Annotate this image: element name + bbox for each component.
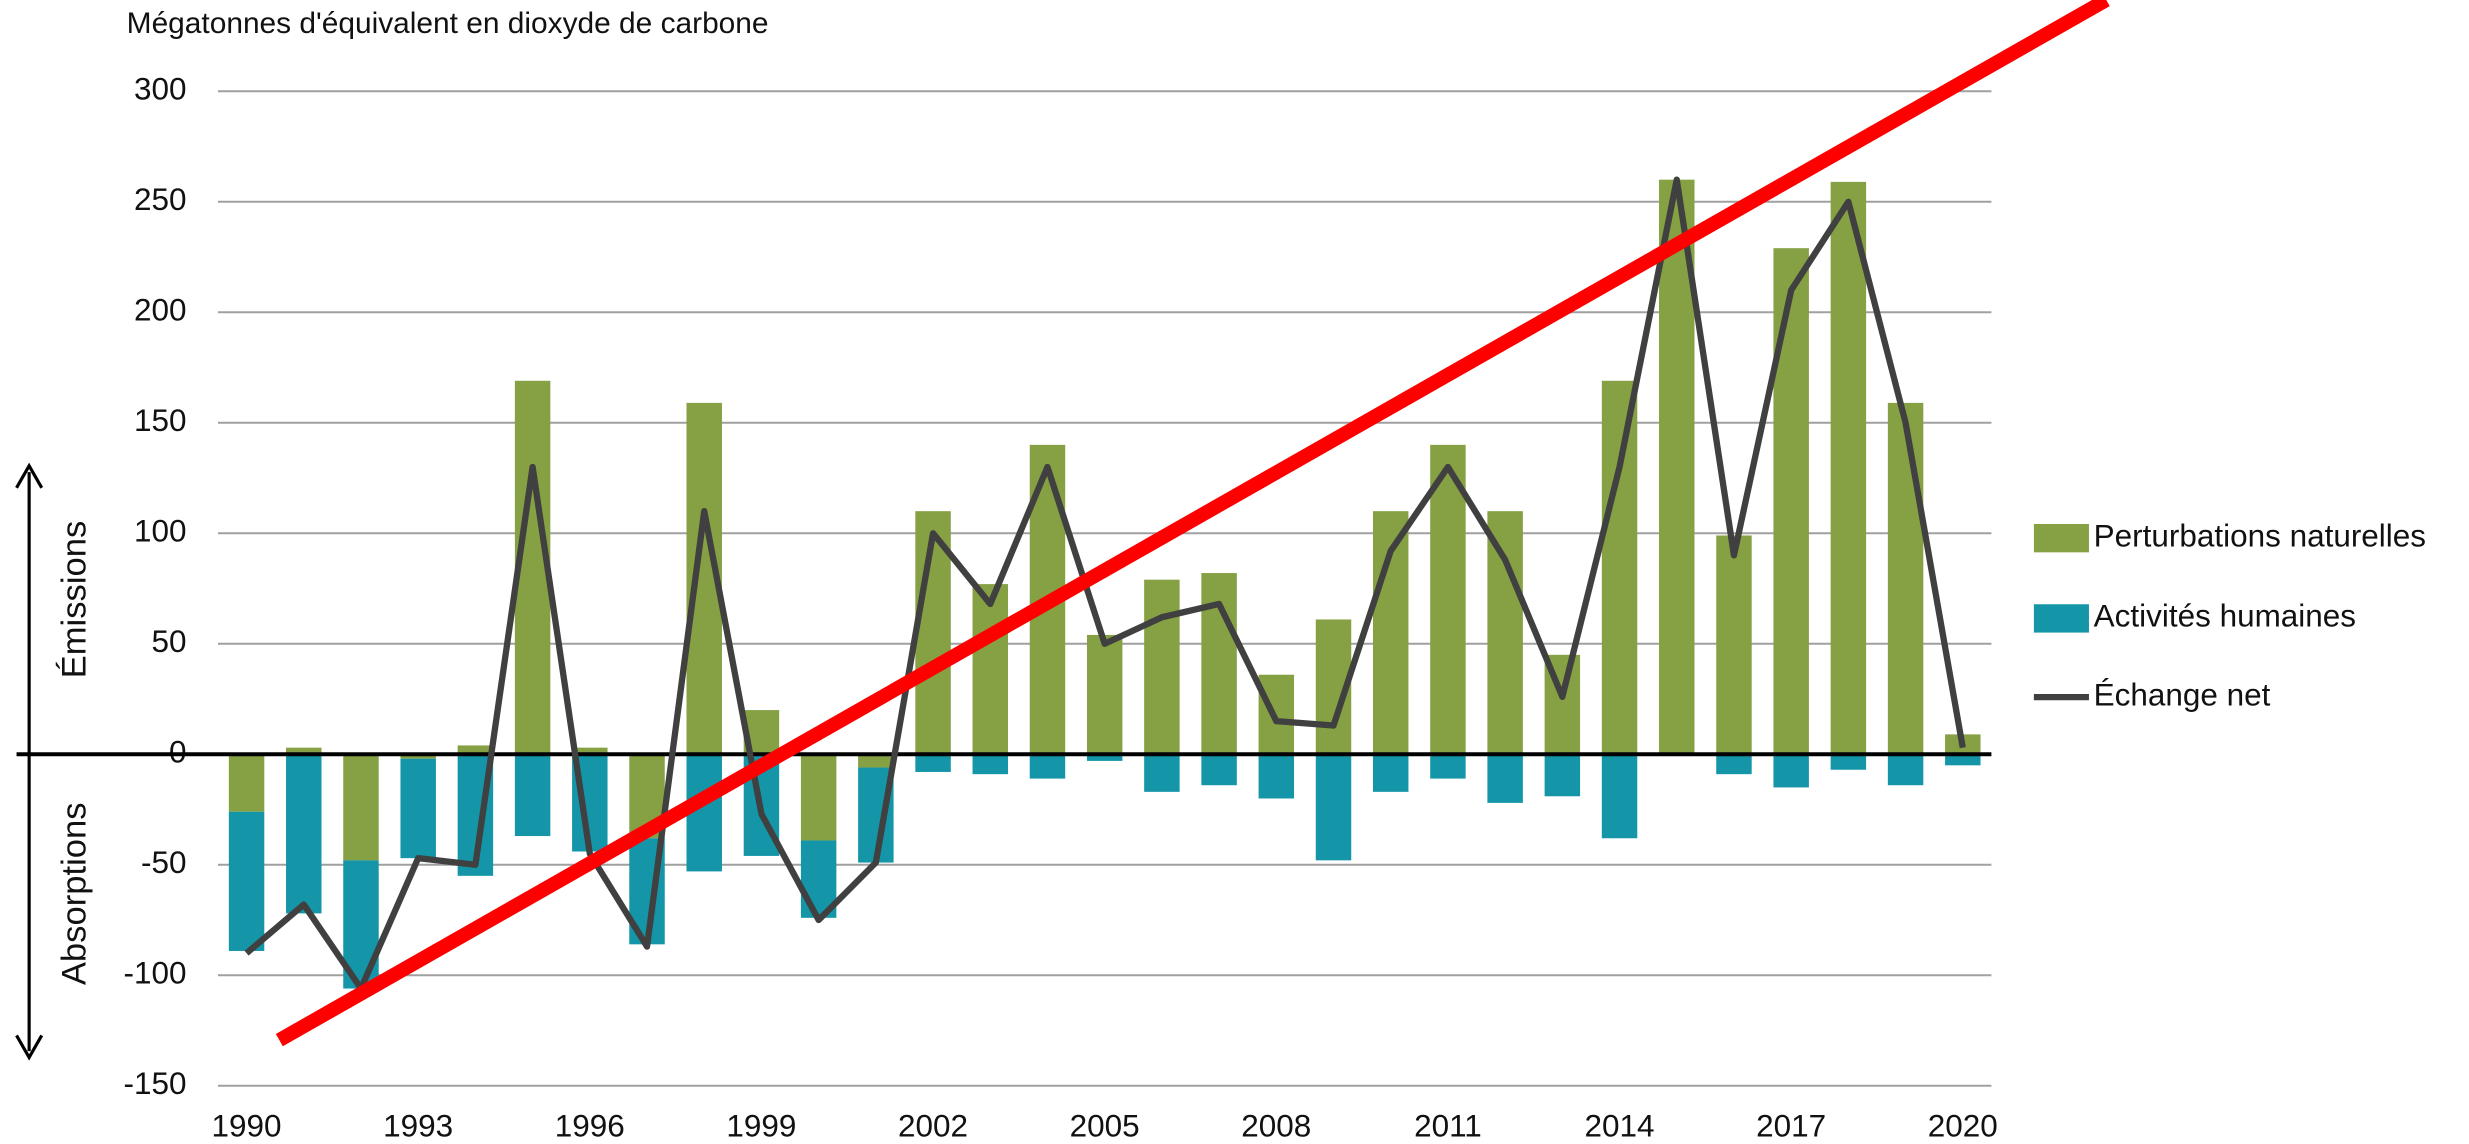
bar [343,754,379,861]
bar [1372,754,1409,792]
bar [1830,181,1867,755]
x-tick-label: 2017 [1756,1109,1826,1144]
legend-label: Perturbations naturelles [2094,518,2426,553]
bar [1601,380,1638,755]
bar [1830,754,1867,770]
bar [1945,754,1981,766]
bar [1430,754,1466,779]
bar [1487,754,1523,803]
bar [400,758,436,859]
legend-swatch [2033,524,2089,553]
x-tick-label: 2011 [1414,1109,1482,1144]
x-tick-label: 2008 [1241,1109,1311,1144]
bar [1773,248,1809,755]
bar [1773,754,1809,788]
y-tick-label: 250 [134,182,187,217]
bar [1258,754,1295,799]
bar [400,754,436,759]
y-tick-label: 50 [151,624,186,659]
bar [1144,754,1180,792]
bar [1201,573,1237,755]
bar [286,754,322,914]
bar [1887,402,1924,755]
x-tick-label: 2014 [1585,1109,1655,1144]
x-tick-label: 2020 [1928,1109,1998,1144]
y-tick-label: 0 [169,735,187,770]
bar [514,754,551,837]
bar [1430,444,1466,755]
y-tick-label: 200 [134,293,187,328]
bar [228,754,265,812]
legend-swatch [2033,604,2089,633]
bar [800,754,837,841]
bar [572,747,608,755]
y-tick-label: -50 [141,845,186,880]
x-tick-label: 1999 [726,1109,796,1144]
bar [972,754,1008,775]
y-tick-label: -150 [124,1066,187,1101]
arrow-heads [15,462,44,1061]
x-tick-label: 1996 [555,1109,625,1144]
bar [1716,754,1752,775]
net-line [244,176,1966,992]
bar [1544,754,1581,797]
bar [286,747,322,755]
side-label-down: Absorptions [55,802,93,985]
legend-label: Échange net [2094,677,2271,712]
side-label-up: Émissions [54,521,93,679]
bar [1144,579,1180,755]
y-tick-label: 100 [134,514,187,549]
bar [228,811,265,951]
bar [457,745,494,755]
bar [1487,511,1523,755]
bar [1315,754,1352,861]
y-tick-label: 300 [134,72,187,107]
x-tick-label: 1990 [212,1109,282,1144]
bar [1086,754,1123,761]
x-tick-label: 2002 [898,1109,968,1144]
bar [1086,634,1123,755]
bar [1601,754,1638,839]
chart-title: Mégatonnes d'équivalent en dioxyde de ca… [127,7,769,40]
annotation-trend [275,0,2110,1047]
bar [1201,754,1237,786]
bar [915,754,951,772]
legend-label: Activités humaines [2094,599,2356,634]
bar [1029,754,1066,779]
y-tick-label: 150 [134,403,187,438]
x-tick-label: 1993 [383,1109,453,1144]
bar [972,584,1008,755]
y-tick-label: -100 [124,956,187,991]
x-tick-label: 2005 [1070,1109,1140,1144]
bar [858,754,894,768]
bar [1716,535,1752,755]
bar [1887,754,1924,786]
